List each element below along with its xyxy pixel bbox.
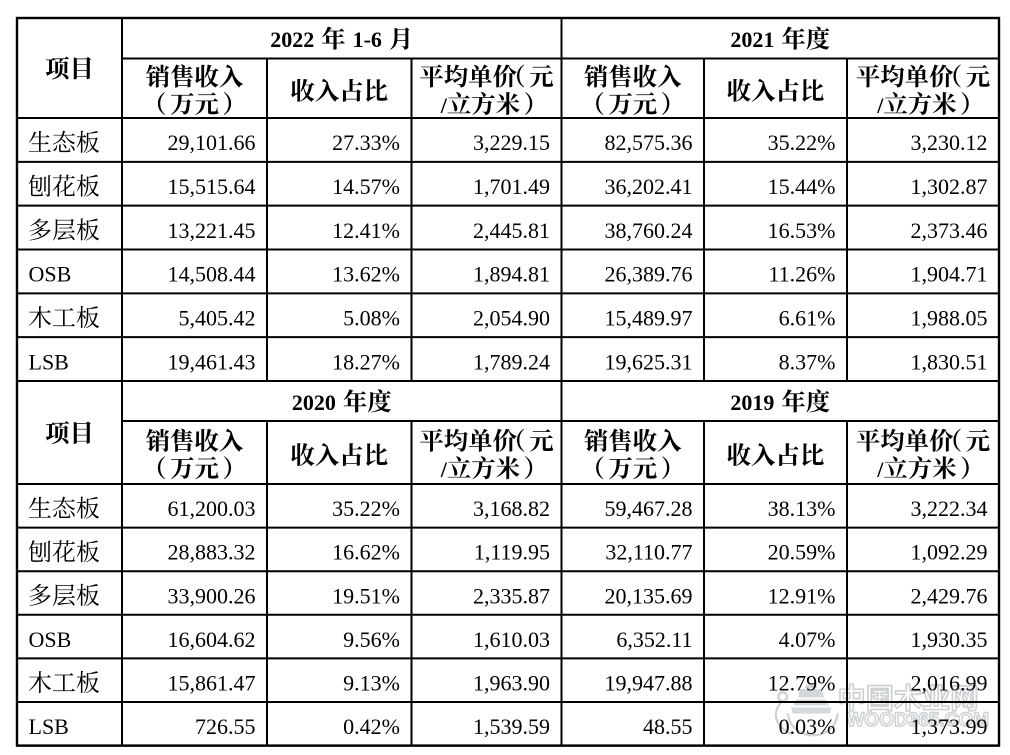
svg-text:15,861.47: 15,861.47 bbox=[168, 671, 256, 696]
svg-text:3,229.15: 3,229.15 bbox=[473, 130, 550, 155]
svg-text:OSB: OSB bbox=[29, 627, 72, 652]
svg-text:15,515.64: 15,515.64 bbox=[168, 174, 256, 199]
svg-text:1,789.24: 1,789.24 bbox=[473, 349, 550, 374]
svg-text:20,135.69: 20,135.69 bbox=[605, 583, 693, 608]
svg-text:14,508.44: 14,508.44 bbox=[168, 262, 256, 287]
svg-text:1,092.29: 1,092.29 bbox=[911, 540, 988, 565]
svg-text:13.62%: 13.62% bbox=[332, 262, 400, 287]
svg-text:33,900.26: 33,900.26 bbox=[168, 583, 256, 608]
svg-text:OSB: OSB bbox=[29, 262, 72, 287]
svg-text:2,445.81: 2,445.81 bbox=[473, 218, 550, 243]
svg-text:1,988.05: 1,988.05 bbox=[911, 306, 988, 331]
svg-text:0.03%: 0.03% bbox=[779, 714, 836, 739]
svg-text:2,429.76: 2,429.76 bbox=[911, 583, 988, 608]
svg-text:/: / bbox=[876, 457, 884, 482]
svg-text:9.13%: 9.13% bbox=[343, 671, 400, 696]
svg-text:/: / bbox=[876, 93, 884, 118]
svg-text:32,110.77: 32,110.77 bbox=[605, 540, 692, 565]
svg-text:16,604.62: 16,604.62 bbox=[168, 627, 256, 652]
svg-text:4.07%: 4.07% bbox=[779, 627, 836, 652]
svg-text:1,830.51: 1,830.51 bbox=[911, 349, 988, 374]
svg-text:1,701.49: 1,701.49 bbox=[473, 174, 550, 199]
svg-text:61,200.03: 61,200.03 bbox=[168, 496, 256, 521]
svg-text:35.22%: 35.22% bbox=[332, 496, 400, 521]
svg-text:12.91%: 12.91% bbox=[768, 583, 836, 608]
svg-text:18.27%: 18.27% bbox=[332, 349, 400, 374]
svg-text:6,352.11: 6,352.11 bbox=[616, 627, 692, 652]
svg-text:26,389.76: 26,389.76 bbox=[605, 262, 693, 287]
svg-text:19,461.43: 19,461.43 bbox=[168, 349, 256, 374]
svg-text:38,760.24: 38,760.24 bbox=[605, 218, 693, 243]
svg-text:28,883.32: 28,883.32 bbox=[168, 540, 256, 565]
svg-text:3,222.34: 3,222.34 bbox=[911, 496, 988, 521]
svg-text:11.26%: 11.26% bbox=[768, 262, 835, 287]
svg-text:1,119.95: 1,119.95 bbox=[474, 540, 550, 565]
svg-text:9.56%: 9.56% bbox=[343, 627, 400, 652]
svg-text:2,373.46: 2,373.46 bbox=[911, 218, 988, 243]
svg-text:19.51%: 19.51% bbox=[332, 583, 400, 608]
svg-text:LSB: LSB bbox=[29, 349, 69, 374]
svg-text:1,610.03: 1,610.03 bbox=[473, 627, 550, 652]
svg-text:WOOD365.COM: WOOD365.COM bbox=[847, 710, 990, 731]
svg-text:82,575.36: 82,575.36 bbox=[605, 130, 693, 155]
svg-text:1,894.81: 1,894.81 bbox=[473, 262, 550, 287]
svg-text:6.61%: 6.61% bbox=[779, 306, 836, 331]
svg-text:2022: 2022 bbox=[270, 27, 314, 52]
svg-text:5,405.42: 5,405.42 bbox=[179, 306, 256, 331]
svg-text:/: / bbox=[440, 93, 448, 118]
svg-text:15.44%: 15.44% bbox=[768, 174, 836, 199]
svg-text:19,947.88: 19,947.88 bbox=[605, 671, 693, 696]
svg-text:16.53%: 16.53% bbox=[768, 218, 836, 243]
svg-text:3,168.82: 3,168.82 bbox=[473, 496, 550, 521]
svg-text:0.42%: 0.42% bbox=[343, 714, 400, 739]
svg-text:1,302.87: 1,302.87 bbox=[911, 174, 988, 199]
svg-text:1,539.59: 1,539.59 bbox=[473, 714, 550, 739]
svg-text:35.22%: 35.22% bbox=[768, 130, 836, 155]
svg-text:27.33%: 27.33% bbox=[332, 130, 400, 155]
svg-text:14.57%: 14.57% bbox=[332, 174, 400, 199]
svg-text:12.41%: 12.41% bbox=[332, 218, 400, 243]
svg-text:20.59%: 20.59% bbox=[768, 540, 836, 565]
svg-text:1,373.99: 1,373.99 bbox=[911, 714, 988, 739]
svg-text:2,335.87: 2,335.87 bbox=[473, 583, 550, 608]
svg-text:38.13%: 38.13% bbox=[768, 496, 836, 521]
svg-text:12.79%: 12.79% bbox=[768, 671, 836, 696]
svg-text:LSB: LSB bbox=[29, 714, 69, 739]
svg-text:19,625.31: 19,625.31 bbox=[605, 349, 693, 374]
svg-text:726.55: 726.55 bbox=[195, 714, 256, 739]
svg-text:1-6: 1-6 bbox=[353, 27, 382, 52]
svg-text:1,963.90: 1,963.90 bbox=[473, 671, 550, 696]
svg-text:15,489.97: 15,489.97 bbox=[605, 306, 693, 331]
svg-text:8.37%: 8.37% bbox=[779, 349, 836, 374]
svg-text:3,230.12: 3,230.12 bbox=[911, 130, 988, 155]
svg-text:2020: 2020 bbox=[292, 390, 336, 415]
svg-text:5.08%: 5.08% bbox=[343, 306, 400, 331]
svg-text:59,467.28: 59,467.28 bbox=[605, 496, 693, 521]
svg-text:16.62%: 16.62% bbox=[332, 540, 400, 565]
svg-text:36,202.41: 36,202.41 bbox=[605, 174, 693, 199]
svg-text:2019: 2019 bbox=[730, 390, 774, 415]
svg-text:29,101.66: 29,101.66 bbox=[168, 130, 256, 155]
svg-text:1,904.71: 1,904.71 bbox=[911, 262, 988, 287]
svg-text:48.55: 48.55 bbox=[643, 714, 693, 739]
svg-text:/: / bbox=[440, 457, 448, 482]
svg-text:1,930.35: 1,930.35 bbox=[911, 627, 988, 652]
svg-text:2021: 2021 bbox=[730, 27, 774, 52]
svg-text:2,054.90: 2,054.90 bbox=[473, 306, 550, 331]
svg-text:2,016.99: 2,016.99 bbox=[911, 671, 988, 696]
svg-text:13,221.45: 13,221.45 bbox=[168, 218, 256, 243]
